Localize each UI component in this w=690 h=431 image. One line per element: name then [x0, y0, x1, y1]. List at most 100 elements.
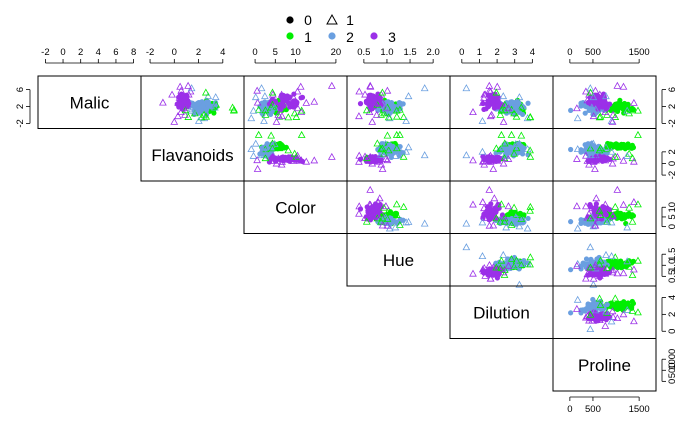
data-point-triangle [404, 217, 413, 225]
data-point-triangle [480, 90, 489, 98]
data-point-triangle [399, 152, 408, 160]
data-point-class-2 [388, 101, 394, 107]
data-point-triangle [504, 202, 513, 210]
data-point-triangle [589, 157, 598, 165]
data-point-triangle [462, 84, 471, 92]
data-point-triangle [512, 256, 521, 264]
bottom-tick-label-proline: 0 [567, 404, 572, 415]
data-point-class-1 [618, 300, 625, 307]
data-point-triangle [611, 112, 620, 120]
data-point-class-3 [607, 101, 613, 107]
data-point-triangle [591, 306, 600, 314]
data-point-triangle [603, 264, 611, 272]
data-point-triangle [485, 86, 494, 94]
data-point-triangle [274, 154, 283, 162]
data-point-triangle [368, 212, 377, 220]
data-point-class-1 [211, 110, 217, 116]
right-tick-label-proline: 1000 [667, 349, 678, 370]
data-point-triangle [355, 209, 363, 217]
data-point-triangle [602, 307, 610, 315]
data-point-triangle [261, 92, 269, 100]
data-point-class-2 [568, 310, 574, 316]
data-point-triangle [591, 156, 600, 164]
right-tick-label-color: 10 [667, 202, 678, 213]
diagonal-label-malic: Malic [70, 93, 110, 112]
legend-label-class-1: 1 [304, 29, 312, 45]
data-point-triangle [186, 106, 195, 114]
data-point-class-2 [521, 258, 527, 264]
data-point-triangle [573, 145, 582, 153]
data-point-triangle [526, 112, 535, 120]
data-point-triangle [297, 106, 306, 114]
legend-marker-class-2 [328, 32, 336, 40]
data-point-triangle [184, 112, 193, 120]
data-point-triangle [586, 243, 595, 251]
right-tick-label-dilution: 4 [667, 295, 678, 300]
data-point-triangle [378, 88, 387, 96]
data-point-triangle [355, 87, 364, 95]
bottom-tick-label-proline: 500 [585, 404, 601, 415]
data-point-triangle [499, 143, 508, 151]
matrix-cell-hue-dilution [449, 233, 554, 287]
data-point-triangle [486, 202, 495, 210]
data-point-triangle [595, 271, 604, 279]
data-point-triangle [572, 261, 581, 269]
data-point-triangle [469, 200, 477, 208]
left-tick-label-malic: 2 [15, 104, 26, 109]
data-point-triangle [391, 223, 400, 231]
data-point-triangle [268, 90, 277, 98]
data-point-triangle [595, 152, 604, 160]
data-point-class-2 [568, 107, 574, 114]
data-point-triangle [261, 154, 270, 162]
data-point-triangle [385, 114, 394, 122]
data-point-triangle [489, 96, 498, 104]
data-point-triangle [197, 113, 206, 121]
data-point-triangle [270, 140, 279, 147]
data-point-triangle [634, 200, 642, 208]
data-point-triangle [526, 253, 535, 261]
data-point-class-1 [620, 106, 626, 112]
data-point-triangle [502, 257, 511, 265]
data-point-triangle [364, 96, 373, 104]
data-point-class-2 [582, 261, 588, 267]
data-point-triangle [174, 98, 183, 106]
data-point-class-3 [481, 106, 487, 113]
data-point-triangle [619, 200, 628, 208]
data-point-class-2 [201, 100, 207, 106]
legend-label-row1: 0 [304, 12, 312, 28]
right-tick-label-hue: 1.0 [667, 259, 678, 272]
data-point-triangle [496, 110, 505, 118]
data-point-triangle [602, 250, 610, 258]
data-point-triangle [293, 151, 302, 159]
data-point-triangle [630, 265, 638, 273]
data-point-triangle [499, 92, 508, 100]
data-point-triangle [462, 219, 471, 227]
data-point-triangle [187, 84, 196, 92]
data-point-triangle [478, 218, 487, 226]
data-point-triangle [366, 200, 375, 208]
data-point-triangle [275, 144, 284, 152]
data-point-triangle [601, 321, 610, 329]
data-point-triangle [247, 145, 256, 153]
data-point-triangle [480, 156, 488, 164]
data-point-triangle [588, 204, 597, 212]
data-point-class-2 [525, 215, 531, 222]
legend-marker-0 [286, 16, 294, 24]
data-point-triangle [489, 221, 498, 229]
data-point-triangle [268, 144, 277, 152]
data-point-class-3 [485, 99, 491, 106]
data-point-class-3 [600, 267, 606, 273]
data-point-triangle [402, 116, 411, 124]
data-point-triangle [376, 150, 385, 158]
diagonal-label-color: Color [275, 198, 316, 217]
data-point-class-3 [600, 99, 606, 106]
legend-marker-class-3 [370, 32, 378, 40]
left-tick-label-malic: -2 [15, 119, 26, 127]
data-point-class-2 [585, 151, 591, 157]
data-point-triangle [377, 110, 385, 118]
data-point-triangle [278, 112, 286, 120]
data-point-triangle [586, 310, 595, 318]
right-tick-label-proline: 0 [667, 379, 678, 384]
data-point-triangle [572, 154, 581, 162]
